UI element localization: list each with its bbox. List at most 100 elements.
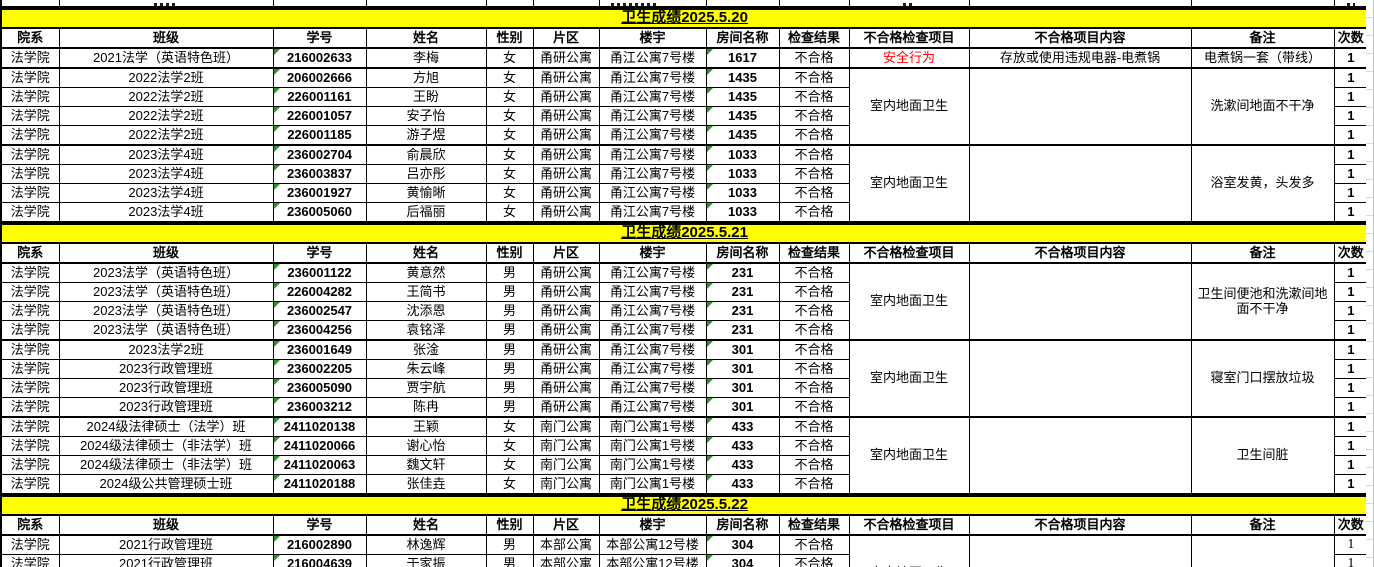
cell-result[interactable]: 不合格 bbox=[778, 416, 850, 437]
cell-failed-item[interactable]: 室内地面卫生 bbox=[848, 262, 970, 341]
cell-area[interactable]: 甬研公寓 bbox=[532, 301, 600, 321]
cell-student-id[interactable]: 236005060 bbox=[272, 202, 367, 223]
cell-room[interactable]: 304 bbox=[705, 554, 780, 567]
cell-gender[interactable]: 女 bbox=[485, 106, 534, 126]
cell-failed-content[interactable] bbox=[968, 144, 1192, 223]
cell-class[interactable]: 2023法学4班 bbox=[58, 202, 274, 223]
cell-department[interactable]: 法学院 bbox=[0, 455, 60, 475]
cell-building[interactable]: 甬江公寓7号楼 bbox=[598, 262, 707, 283]
cell-building[interactable]: 南门公寓1号楼 bbox=[598, 436, 707, 456]
cell-failed-content[interactable] bbox=[968, 534, 1192, 567]
column-header-gender[interactable]: 性别 bbox=[485, 242, 534, 264]
column-header-result[interactable]: 检查结果 bbox=[778, 242, 850, 264]
cell-area[interactable]: 甬研公寓 bbox=[532, 106, 600, 126]
cell-building[interactable]: 甬江公寓7号楼 bbox=[598, 320, 707, 341]
cell-department[interactable]: 法学院 bbox=[0, 339, 60, 360]
cell-gender[interactable]: 男 bbox=[485, 282, 534, 302]
cell-student-id[interactable]: 236001122 bbox=[272, 262, 367, 283]
cell-gender[interactable]: 男 bbox=[485, 320, 534, 341]
cell-count[interactable]: 1 bbox=[1333, 554, 1369, 567]
cell-area[interactable]: 甬研公寓 bbox=[532, 397, 600, 418]
cell-department[interactable]: 法学院 bbox=[0, 183, 60, 203]
cell-gender[interactable]: 女 bbox=[485, 125, 534, 146]
column-header-failed-content[interactable]: 不合格项目内容 bbox=[968, 514, 1192, 536]
cell-failed-item[interactable]: 室内地面卫生 bbox=[848, 144, 970, 223]
cell-count[interactable]: 1 bbox=[1333, 320, 1369, 341]
cell-result[interactable]: 不合格 bbox=[778, 534, 850, 555]
cell-name[interactable]: 张佳垚 bbox=[365, 474, 487, 495]
cell-area[interactable]: 甬研公寓 bbox=[532, 67, 600, 88]
column-header-class[interactable]: 班级 bbox=[58, 27, 274, 49]
cell-result[interactable]: 不合格 bbox=[778, 436, 850, 456]
column-header-room[interactable]: 房间名称 bbox=[705, 242, 780, 264]
cell-student-id[interactable]: 2411020138 bbox=[272, 416, 367, 437]
cell-student-id[interactable]: 226004282 bbox=[272, 282, 367, 302]
cell-department[interactable]: 法学院 bbox=[0, 416, 60, 437]
column-header-remark[interactable]: 备注 bbox=[1190, 514, 1335, 536]
cell-failed-item[interactable]: 室内地面卫生 bbox=[848, 534, 970, 567]
cell-gender[interactable]: 女 bbox=[485, 144, 534, 165]
cell-room[interactable]: 1435 bbox=[705, 106, 780, 126]
cell-name[interactable]: 沈添恩 bbox=[365, 301, 487, 321]
cell-building[interactable]: 甬江公寓7号楼 bbox=[598, 301, 707, 321]
cell-name[interactable]: 魏文轩 bbox=[365, 455, 487, 475]
cell-class[interactable]: 2023行政管理班 bbox=[58, 378, 274, 398]
column-header-result[interactable]: 检查结果 bbox=[778, 514, 850, 536]
cell-room[interactable]: 231 bbox=[705, 301, 780, 321]
cell-result[interactable]: 不合格 bbox=[778, 320, 850, 341]
cell-class[interactable]: 2022法学2班 bbox=[58, 106, 274, 126]
cell-failed-item[interactable]: 室内地面卫生 bbox=[848, 67, 970, 146]
cell-building[interactable]: 甬江公寓7号楼 bbox=[598, 67, 707, 88]
cell-area[interactable]: 甬研公寓 bbox=[532, 87, 600, 107]
cell-student-id[interactable]: 236002205 bbox=[272, 359, 367, 379]
cell-building[interactable]: 甬江公寓7号楼 bbox=[598, 378, 707, 398]
cell-result[interactable]: 不合格 bbox=[778, 378, 850, 398]
column-header-building[interactable]: 楼宇 bbox=[598, 514, 707, 536]
cell-area[interactable]: 甬研公寓 bbox=[532, 282, 600, 302]
cell-result[interactable]: 不合格 bbox=[778, 301, 850, 321]
cell-room[interactable]: 301 bbox=[705, 359, 780, 379]
column-header-building[interactable]: 楼宇 bbox=[598, 242, 707, 264]
cell-remark[interactable]: 卫生间便池和洗漱间地面不干净 bbox=[1190, 262, 1335, 341]
cell-student-id[interactable]: 206002666 bbox=[272, 67, 367, 88]
cell-result[interactable]: 不合格 bbox=[778, 359, 850, 379]
cell-room[interactable]: 433 bbox=[705, 455, 780, 475]
cell-student-id[interactable]: 216004639 bbox=[272, 554, 367, 567]
cell-count[interactable]: 1 bbox=[1333, 47, 1369, 69]
cell-class[interactable]: 2023行政管理班 bbox=[58, 397, 274, 418]
cell-department[interactable]: 法学院 bbox=[0, 282, 60, 302]
cell-result[interactable]: 不合格 bbox=[778, 47, 850, 69]
cell-building[interactable]: 甬江公寓7号楼 bbox=[598, 282, 707, 302]
cell-gender[interactable]: 女 bbox=[485, 183, 534, 203]
cell-gender[interactable]: 女 bbox=[485, 67, 534, 88]
cell-count[interactable]: 1 bbox=[1333, 262, 1369, 283]
column-header-area[interactable]: 片区 bbox=[532, 27, 600, 49]
cell-department[interactable]: 法学院 bbox=[0, 67, 60, 88]
cell-result[interactable]: 不合格 bbox=[778, 455, 850, 475]
cell-class[interactable]: 2021行政管理班 bbox=[58, 534, 274, 555]
section-title[interactable]: 卫生成绩2025.5.22 bbox=[0, 495, 1369, 516]
cell-building[interactable]: 本部公寓12号楼 bbox=[598, 554, 707, 567]
column-header-count[interactable]: 次数 bbox=[1333, 514, 1369, 536]
cell-class[interactable]: 2021法学（英语特色班） bbox=[58, 47, 274, 69]
cell-room[interactable]: 231 bbox=[705, 320, 780, 341]
cell-name[interactable]: 黄愉晰 bbox=[365, 183, 487, 203]
cell-department[interactable]: 法学院 bbox=[0, 320, 60, 341]
cell-class[interactable]: 2024级法律硕士（非法学）班 bbox=[58, 436, 274, 456]
cell-name[interactable]: 黄意然 bbox=[365, 262, 487, 283]
cell-area[interactable]: 甬研公寓 bbox=[532, 262, 600, 283]
cell-room[interactable]: 1033 bbox=[705, 144, 780, 165]
cell-count[interactable]: 1 bbox=[1333, 164, 1369, 184]
column-header-name[interactable]: 姓名 bbox=[365, 242, 487, 264]
column-header-class[interactable]: 班级 bbox=[58, 514, 274, 536]
cell-count[interactable]: 1 bbox=[1333, 378, 1369, 398]
column-header-remark[interactable]: 备注 bbox=[1190, 27, 1335, 49]
cell-name[interactable]: 袁铭泽 bbox=[365, 320, 487, 341]
cell-result[interactable]: 不合格 bbox=[778, 554, 850, 567]
cell-room[interactable]: 231 bbox=[705, 282, 780, 302]
cell-area[interactable]: 甬研公寓 bbox=[532, 378, 600, 398]
cell-class[interactable]: 2023法学（英语特色班） bbox=[58, 320, 274, 341]
cell-building[interactable]: 甬江公寓7号楼 bbox=[598, 144, 707, 165]
column-header-dept[interactable]: 院系 bbox=[0, 514, 60, 536]
cell-failed-content[interactable] bbox=[968, 339, 1192, 418]
